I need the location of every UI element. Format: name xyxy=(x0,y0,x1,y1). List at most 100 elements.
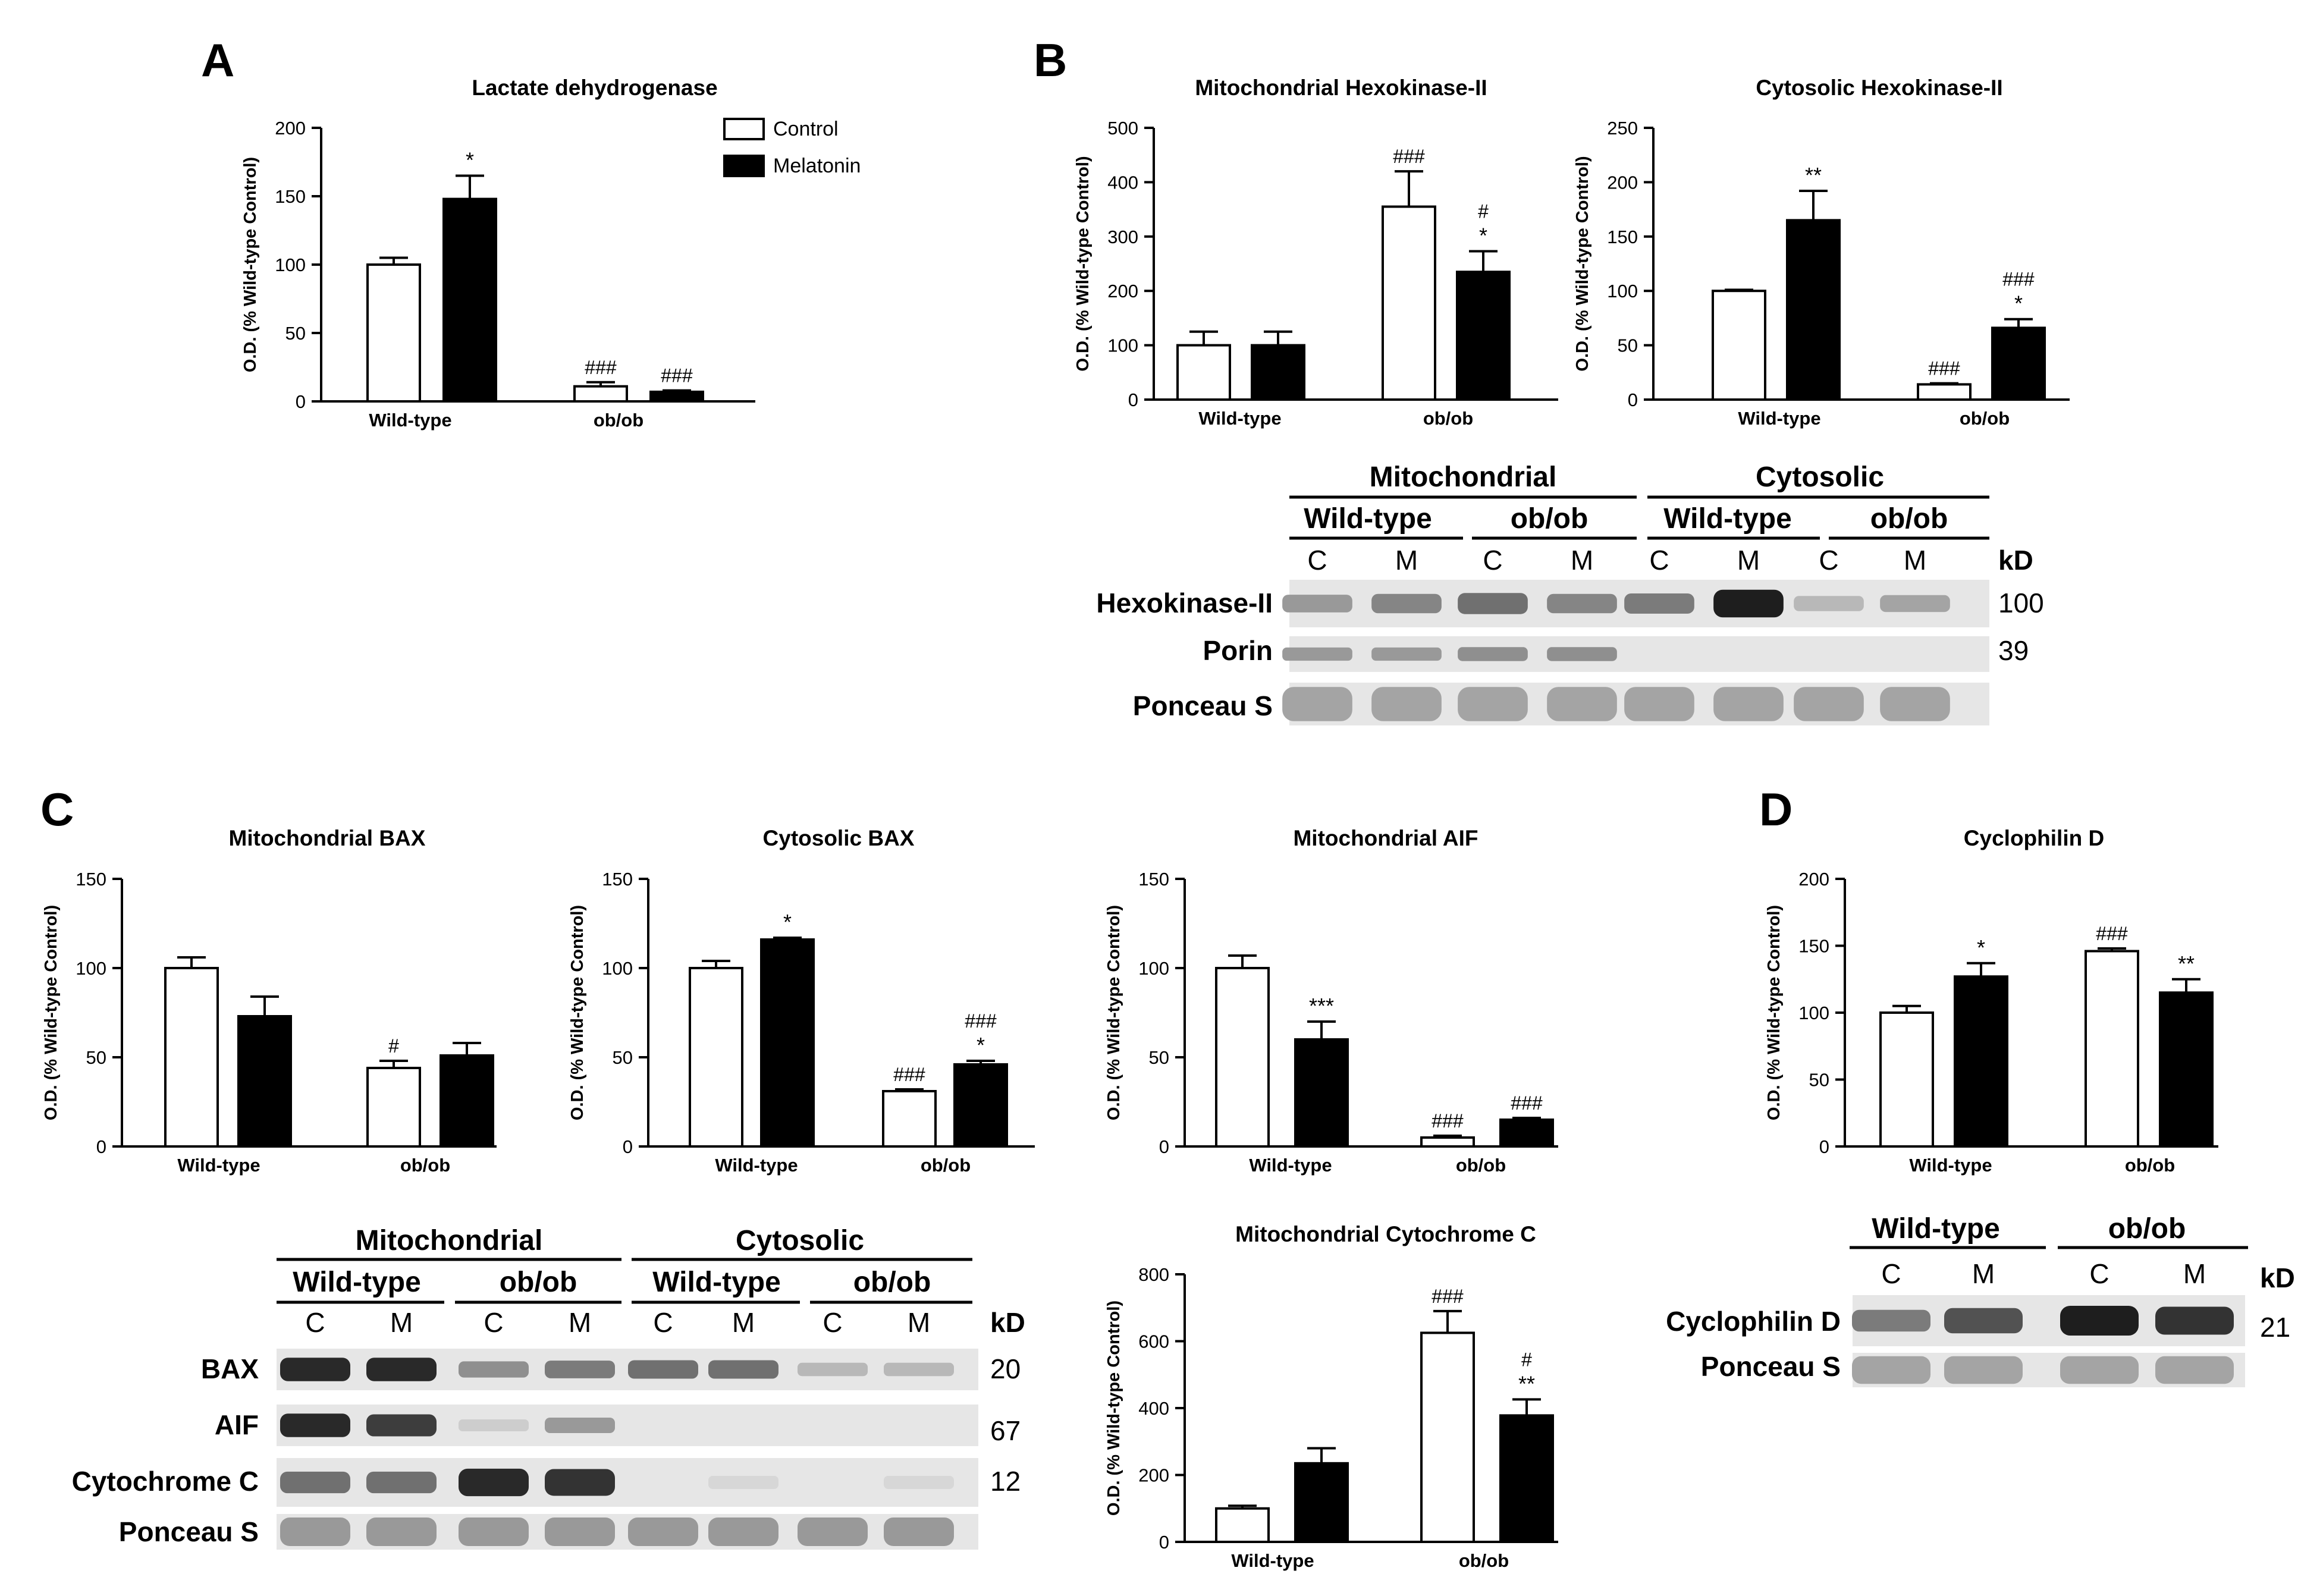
blot-band xyxy=(1794,596,1864,611)
bar-control xyxy=(164,967,219,1148)
y-tick-label: 150 xyxy=(1607,227,1638,247)
chart-mito-hk2: Mitochondrial Hexokinase-II 0 100 200 300 400… xyxy=(1073,76,1558,429)
x-category-label: Wild-type xyxy=(1198,408,1281,429)
blot-top-header: Cytosolic xyxy=(1756,461,1884,493)
blot-band xyxy=(280,1471,350,1494)
y-tick-label: 400 xyxy=(1138,1398,1169,1419)
blot-top-header: Mitochondrial xyxy=(1370,461,1557,493)
blot-group-header: ob/ob xyxy=(1511,503,1589,535)
blot-row-kd: 39 xyxy=(1998,635,2029,666)
blot-band xyxy=(798,1518,868,1546)
bar-control xyxy=(1215,967,1270,1148)
blot-band xyxy=(884,1476,954,1489)
significance-annotation: ### xyxy=(585,357,617,378)
y-tick-label: 150 xyxy=(1138,869,1169,890)
y-tick-label: 0 xyxy=(296,391,306,412)
legend: Control Melatonin xyxy=(723,118,861,177)
blot-group-header: ob/ob xyxy=(500,1267,577,1298)
blot-band xyxy=(1624,687,1694,721)
y-tick-label: 200 xyxy=(1138,1465,1169,1486)
blot-band xyxy=(366,1518,437,1546)
chart-title: Cyclophilin D xyxy=(1964,826,2104,850)
blot-lane-label: C xyxy=(1819,545,1838,576)
y-tick-label: 50 xyxy=(1149,1047,1169,1068)
blot-group-header: ob/ob xyxy=(853,1267,931,1298)
y-tick-label: 0 xyxy=(1159,1532,1169,1553)
blot-band xyxy=(366,1414,437,1437)
y-tick-label: 150 xyxy=(275,186,306,207)
chart-title: Lactate dehydrogenase xyxy=(472,76,717,100)
blot-lane-label: M xyxy=(1904,545,1926,576)
blot-row-label: AIF xyxy=(215,1409,259,1440)
y-tick-label: 100 xyxy=(1607,281,1638,301)
bar-control xyxy=(366,1067,421,1148)
bar-melatonin xyxy=(1456,271,1511,401)
bar-melatonin xyxy=(1294,1462,1349,1543)
y-tick-label: 0 xyxy=(1819,1136,1829,1157)
y-axis-label: O.D. (% Wild-type Control) xyxy=(241,157,260,372)
blot-lane-label: M xyxy=(732,1307,755,1338)
chart-title: Mitochondrial Cytochrome C xyxy=(1235,1222,1536,1246)
x-category-label: Wild-type xyxy=(369,410,451,431)
y-tick-label: 50 xyxy=(86,1047,106,1068)
blot-band xyxy=(545,1469,615,1496)
y-tick-label: 600 xyxy=(1138,1331,1169,1352)
blot-band xyxy=(1713,687,1784,721)
legend-label-melatonin: Melatonin xyxy=(773,155,861,177)
significance-annotation: ### xyxy=(2096,923,2128,944)
blot-group-header: Wild-type xyxy=(1663,503,1792,535)
blot-lane-label: M xyxy=(390,1307,413,1338)
chart-ldh: Lactate dehydrogenase 0 50 100 150 200 O.D. (%… xyxy=(241,76,755,431)
bar-melatonin xyxy=(2159,991,2214,1148)
bar-melatonin xyxy=(440,1054,494,1148)
y-tick-label: 150 xyxy=(602,869,633,890)
x-category-label: Wild-type xyxy=(715,1155,798,1176)
bar-melatonin xyxy=(1294,1038,1349,1148)
bar-melatonin xyxy=(760,938,815,1148)
blot-band xyxy=(628,1360,698,1379)
charts-layer: Lactate dehydrogenase 0 50 100 150 200 O.D. (%… xyxy=(42,76,2218,1571)
blot-group-header: Wild-type xyxy=(652,1267,781,1298)
bar-melatonin xyxy=(649,390,704,403)
x-category-label: ob/ob xyxy=(1459,1550,1509,1571)
bar-melatonin xyxy=(1499,1119,1554,1148)
y-axis-label: O.D. (% Wild-type Control) xyxy=(42,905,61,1120)
y-tick-label: 800 xyxy=(1138,1264,1169,1285)
bar-control xyxy=(2085,950,2139,1148)
bar-control xyxy=(366,263,421,403)
bar-control xyxy=(1879,1011,1934,1148)
y-tick-label: 400 xyxy=(1107,172,1138,193)
blot-lane-label: C xyxy=(823,1307,842,1338)
chart-title: Cytosolic Hexokinase-II xyxy=(1756,76,2002,100)
blot-band xyxy=(1880,595,1950,612)
bar-control xyxy=(1382,205,1436,401)
y-tick-label: 200 xyxy=(1798,869,1829,890)
panel-letter-b: B xyxy=(1034,34,1067,86)
significance-annotation: ** xyxy=(2178,951,2195,976)
legend-swatch-melatonin xyxy=(723,155,765,177)
y-tick-label: 150 xyxy=(76,869,106,890)
western-blot-b: Mitochondrial Cytosolic Wild-type ob/ob Wild… xyxy=(1096,461,2044,725)
y-tick-label: 200 xyxy=(275,118,306,139)
blot-row-kd: 21 xyxy=(2260,1312,2290,1343)
significance-annotation: # xyxy=(1521,1349,1532,1370)
blot-lane-label: M xyxy=(908,1307,930,1338)
blot-kd-header: kD xyxy=(990,1307,1025,1338)
significance-annotation: ### xyxy=(1511,1092,1543,1114)
blot-row-label: Ponceau S xyxy=(1701,1351,1841,1382)
blot-band xyxy=(1944,1356,2023,1384)
blot-top-header: Cytosolic xyxy=(736,1225,864,1256)
western-blot-c: Mitochondrial Cytosolic Wild-type ob/ob Wild… xyxy=(72,1225,1025,1550)
y-tick-label: 0 xyxy=(1128,389,1138,410)
y-axis-label: O.D. (% Wild-type Control) xyxy=(1104,905,1123,1120)
bar-control xyxy=(1420,1331,1475,1543)
bar-melatonin xyxy=(442,197,497,403)
blot-lane-label: C xyxy=(1307,545,1327,576)
significance-annotation: * xyxy=(1977,935,1985,960)
chart-mito-cytc: Mitochondrial Cytochrome C 0 200 400 600 800 O… xyxy=(1104,1222,1558,1571)
legend-swatch-control xyxy=(723,118,765,140)
y-tick-label: 100 xyxy=(76,958,106,979)
bar-control xyxy=(573,385,628,403)
significance-annotation: * xyxy=(2014,291,2023,316)
